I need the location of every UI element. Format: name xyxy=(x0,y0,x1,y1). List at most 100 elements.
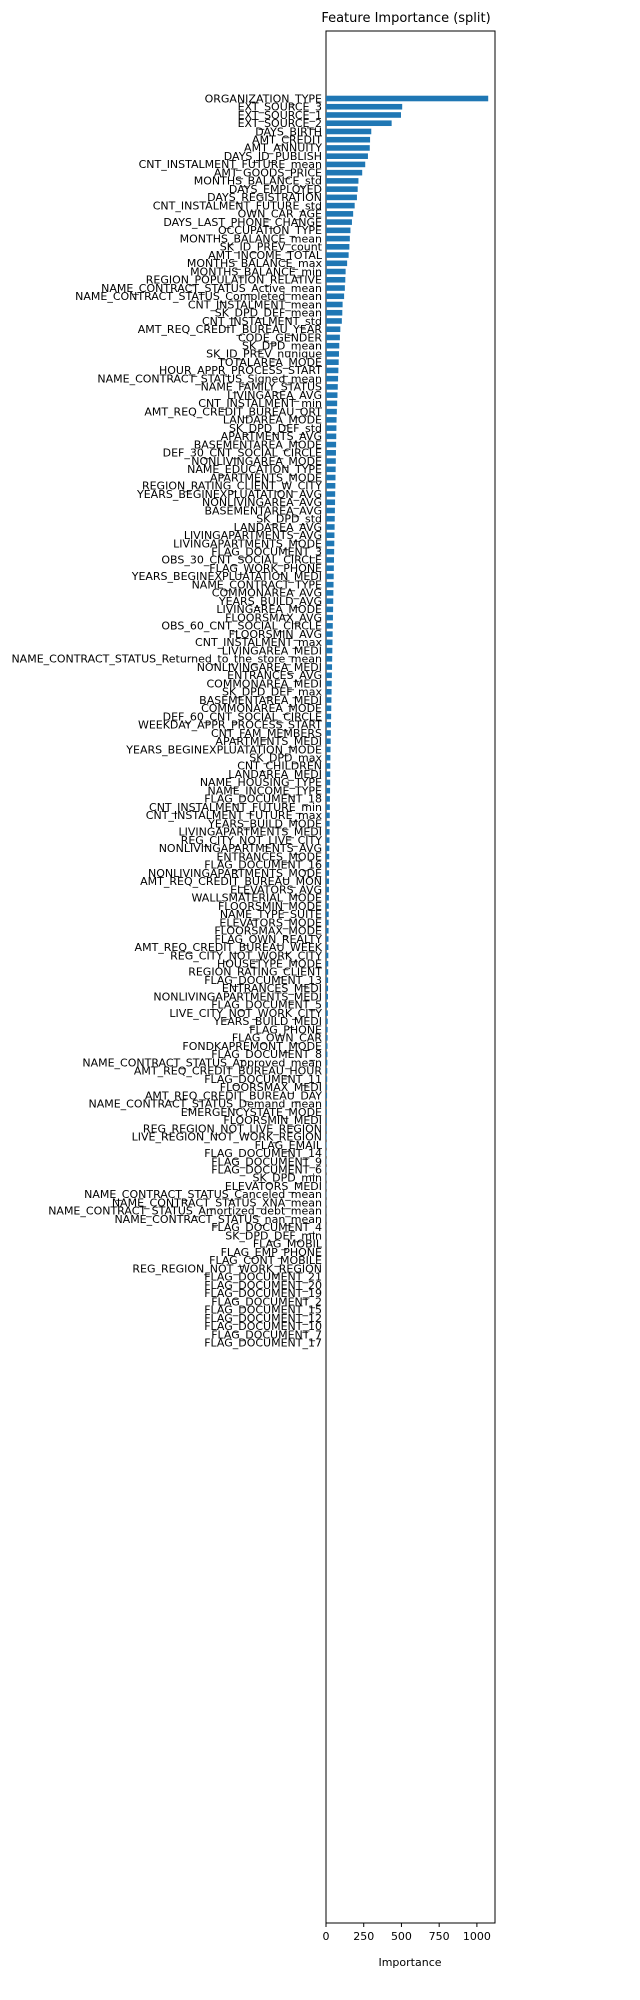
y-tick-label: AMT_CREDIT xyxy=(252,134,322,147)
bar-41 xyxy=(326,433,337,440)
bar-4 xyxy=(326,128,372,135)
y-tick-label: LANDAREA_AVG xyxy=(234,521,322,534)
bar-94 xyxy=(326,870,330,876)
bar-73 xyxy=(326,697,332,703)
bar-21 xyxy=(326,268,346,275)
y-tick-label: CNT_INSTALMENT_FUTURE_mean xyxy=(139,158,322,171)
bar-27 xyxy=(326,318,342,324)
y-tick-label: SK_DPD_std xyxy=(256,513,322,526)
y-tick-label: FLAG_EMAIL xyxy=(255,1139,323,1152)
bar-79 xyxy=(326,746,331,753)
bar-81 xyxy=(326,763,331,769)
x-tick-label: 0 xyxy=(323,1930,330,1943)
y-tick-label: SK_DPD_DEF_std xyxy=(229,422,322,435)
y-tick-label: FLAG_PHONE xyxy=(249,1023,322,1036)
bar-88 xyxy=(326,820,330,827)
y-tick-label: FLOORSMIN_MODE xyxy=(218,900,322,913)
chart-title: Feature Importance (split) xyxy=(321,11,490,26)
bar-119 xyxy=(326,1076,328,1082)
y-tick-label: REGION_RATING_CLIENT_W_CITY xyxy=(142,480,322,493)
y-tick-label: DEF_60_CNT_SOCIAL_CIRCLE xyxy=(163,710,322,723)
bar-10 xyxy=(326,178,359,184)
bar-46 xyxy=(326,474,336,481)
bar-53 xyxy=(326,532,335,539)
y-tick-label: APARTMENTS_MODE xyxy=(210,471,322,484)
y-tick-label: FLAG_DOCUMENT_10 xyxy=(204,1320,322,1333)
y-tick-label: OBS_60_CNT_SOCIAL_CIRCLE xyxy=(161,620,322,633)
bar-108 xyxy=(326,985,329,992)
bar-62 xyxy=(326,606,334,613)
bar-43 xyxy=(326,450,336,456)
y-tick-label: CNT_INSTALMENT_FUTURE_std xyxy=(153,199,322,212)
bar-128 xyxy=(326,1150,327,1157)
bar-109 xyxy=(326,993,328,1000)
bar-86 xyxy=(326,804,330,810)
bar-76 xyxy=(326,721,331,728)
y-tick-label: EMERGENCYSTATE_MODE xyxy=(181,1106,322,1119)
y-tick-label: LANDAREA_MODE xyxy=(223,414,322,427)
y-tick-label: FLAG_DOCUMENT_3 xyxy=(211,546,322,559)
bar-98 xyxy=(326,903,329,909)
bar-29 xyxy=(326,334,340,341)
bar-30 xyxy=(326,342,340,349)
y-tick-label: REG_CITY_NOT_WORK_CITY xyxy=(170,949,322,962)
bar-75 xyxy=(326,713,332,720)
y-tick-label: FLAG_DOCUMENT_8 xyxy=(211,1048,322,1061)
bar-103 xyxy=(326,944,329,951)
y-tick-label: AMT_REQ_CREDIT_BUREAU_YEAR xyxy=(138,323,323,336)
y-tick-label: NAME_CONTRACT_STATUS_Signed_mean xyxy=(97,372,322,385)
y-tick-label: OCCUPATION_TYPE xyxy=(218,224,322,237)
y-tick-label: FLAG_DOCUMENT_4 xyxy=(211,1221,322,1234)
bar-15 xyxy=(326,219,352,225)
x-tick-label: 250 xyxy=(353,1930,374,1943)
y-tick-label: YEARS_BEGINEXPLUATATION_MEDI xyxy=(131,570,322,583)
bar-2 xyxy=(326,112,401,118)
bar-50 xyxy=(326,507,335,514)
bar-22 xyxy=(326,276,346,283)
bar-20 xyxy=(326,260,348,267)
y-tick-label: SK_ID_PREV_count xyxy=(220,241,323,254)
bar-107 xyxy=(326,977,329,983)
y-tick-label: FLAG_DOCUMENT_7 xyxy=(211,1328,322,1341)
bar-123 xyxy=(326,1109,327,1115)
bar-82 xyxy=(326,771,331,777)
bar-18 xyxy=(326,244,350,250)
bar-16 xyxy=(326,227,351,234)
y-tick-label: DAYS_REGISTRATION xyxy=(207,191,322,204)
x-tick-label: 1000 xyxy=(463,1930,491,1943)
y-tick-label: MONTHS_BALANCE_max xyxy=(187,257,323,270)
bar-71 xyxy=(326,680,332,687)
bar-126 xyxy=(326,1133,327,1140)
bar-17 xyxy=(326,235,350,242)
bar-13 xyxy=(326,202,355,209)
y-tick-label: NONLIVINGAREA_MODE xyxy=(191,455,322,468)
y-tick-label: NAME_INCOME_TYPE xyxy=(208,784,323,797)
bar-97 xyxy=(326,894,329,901)
bar-36 xyxy=(326,392,338,398)
y-tick-label: CNT_INSTALMENT_FUTURE_min xyxy=(149,801,322,814)
y-tick-label: NONLIVINGAPARTMENTS_AVG xyxy=(159,842,322,855)
y-tick-label: NAME_FAMILY_STATUS xyxy=(201,381,322,394)
y-tick-label: FLAG_OWN_CAR xyxy=(232,1032,323,1045)
y-tick-label: LIVE_REGION_NOT_WORK_REGION xyxy=(132,1131,322,1144)
y-tick-label: LIVINGAREA_MODE xyxy=(216,603,322,616)
y-tick-label: NAME_CONTRACT_STATUS_Completed_mean xyxy=(75,290,322,303)
y-tick-label: SK_DPD_min xyxy=(252,1172,322,1185)
bar-101 xyxy=(326,927,329,934)
y-tick-label: SK_DPD_max xyxy=(249,752,322,765)
y-tick-label: NONLIVINGAPARTMENTS_MEDI xyxy=(153,990,322,1003)
bar-113 xyxy=(326,1026,328,1033)
y-tick-label: WEEKDAY_APPR_PROCESS_START xyxy=(138,719,322,732)
y-tick-label: BASEMENTAREA_MEDI xyxy=(199,694,322,707)
y-tick-label: CNT_INSTALMENT_min xyxy=(198,397,322,410)
y-tick-label: OWN_CAR_AGE xyxy=(238,208,322,221)
bar-39 xyxy=(326,417,337,423)
y-tick-label: NAME_CONTRACT_STATUS_XNA_mean xyxy=(112,1196,322,1209)
y-tick-label: NAME_EDUCATION_TYPE xyxy=(187,463,322,476)
y-tick-label: YEARS_BEGINEXPLUATATION_MODE xyxy=(125,743,322,756)
y-tick-label: FLAG_DOCUMENT_15 xyxy=(204,1304,322,1317)
y-tick-label: BASEMENTAREA_AVG xyxy=(204,504,322,517)
bar-116 xyxy=(326,1051,328,1058)
y-tick-label: AMT_REQ_CREDIT_BUREAU_DAY xyxy=(145,1089,322,1102)
